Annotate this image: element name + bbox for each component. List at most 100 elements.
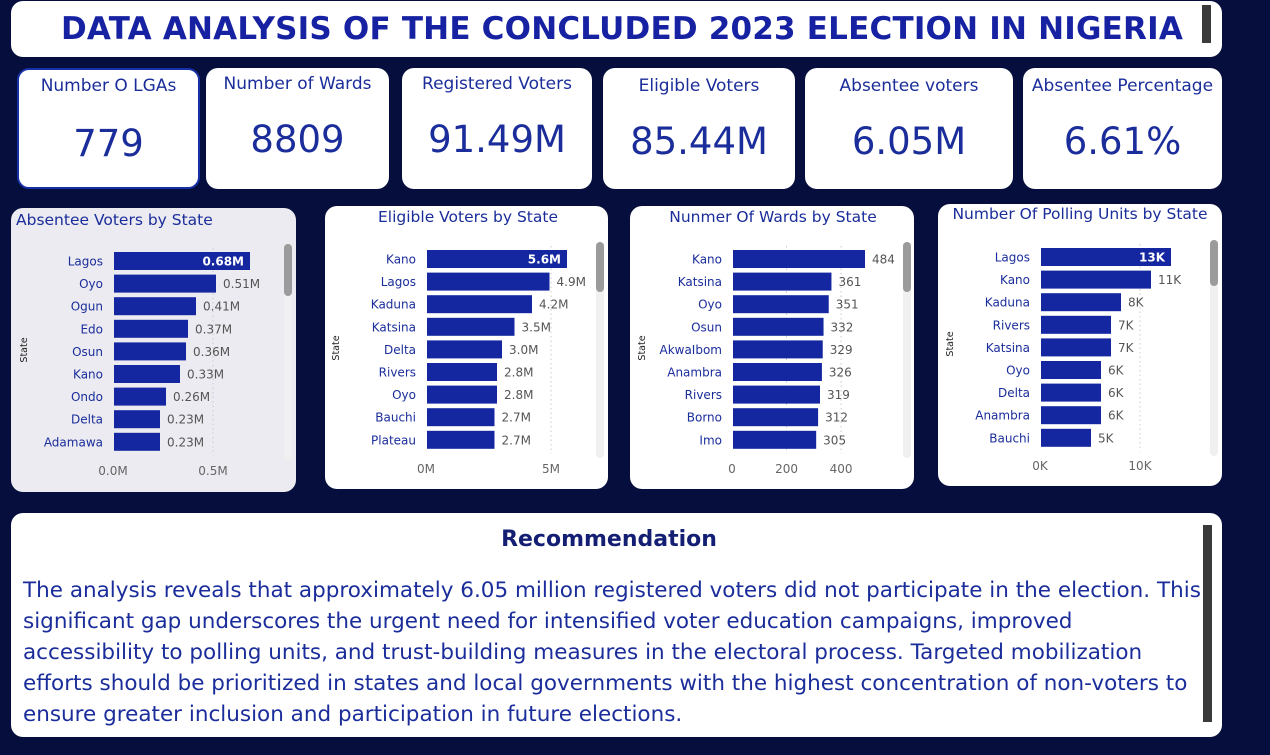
- bar: [114, 365, 180, 383]
- bar: [427, 340, 502, 359]
- kpi-label: Absentee voters: [839, 76, 979, 96]
- data-label: 6K: [1108, 409, 1125, 423]
- bar: [427, 408, 495, 427]
- page-title: DATA ANALYSIS OF THE CONCLUDED 2023 ELEC…: [60, 11, 1184, 47]
- kpi-card-eligible-voters[interactable]: Eligible Voters 85.44M: [603, 68, 795, 189]
- chart-scrollbar-thumb: [284, 244, 292, 296]
- bar: [733, 250, 865, 268]
- category-label: Osun: [72, 345, 103, 359]
- kpi-card-absentee-voters[interactable]: Absentee voters 6.05M: [805, 68, 1013, 189]
- category-label: Adamawa: [44, 435, 103, 449]
- x-tick-label: 0.0M: [98, 464, 127, 478]
- category-label: Kano: [386, 253, 416, 267]
- bar: [114, 432, 160, 451]
- category-label: Katsina: [372, 320, 416, 334]
- bar: [733, 363, 822, 381]
- kpi-value: 8809: [250, 118, 345, 161]
- data-label: 0.51M: [223, 277, 260, 291]
- chart-svg: Eligible Voters by State State Kano 5.6M Lag…: [331, 208, 604, 476]
- data-label: 5K: [1098, 431, 1115, 445]
- data-label: 6K: [1108, 386, 1125, 400]
- x-tick-label: 0: [728, 462, 736, 476]
- kpi-card-absentee-percentage[interactable]: Absentee Percentage 6.61%: [1023, 68, 1222, 189]
- kpi-card-registered-voters[interactable]: Registered Voters 91.49M: [402, 68, 592, 189]
- recommendation-text: The analysis reveals that approximately …: [23, 578, 1201, 727]
- bar: [733, 430, 817, 449]
- chart-wards-by-state[interactable]: Nunmer Of Wards by State State Kano 484 Kats…: [630, 206, 914, 489]
- category-label: Katsina: [678, 275, 722, 289]
- chart-title: Nunmer Of Wards by State: [669, 208, 877, 226]
- y-axis-label: State: [19, 337, 30, 362]
- bar: [1041, 248, 1171, 266]
- bar: [114, 387, 166, 406]
- x-tick-label: 10K: [1128, 459, 1152, 473]
- data-label: 0.33M: [187, 368, 224, 382]
- data-label: 0.23M: [167, 413, 204, 427]
- chart-polling-units-by-state[interactable]: Number Of Polling Units by State State Lag…: [938, 204, 1222, 486]
- kpi-card-lgas[interactable]: Number O LGAs 779: [17, 68, 200, 189]
- recommendation-scrollbar[interactable]: [1203, 525, 1212, 722]
- chart-title: Number Of Polling Units by State: [952, 205, 1207, 223]
- data-label: 3.0M: [509, 343, 538, 357]
- category-label: Anambra: [667, 366, 722, 380]
- data-label: 305: [823, 433, 846, 447]
- bar: [114, 319, 188, 338]
- kpi-value: 85.44M: [630, 120, 768, 163]
- chart-scrollbar-thumb: [903, 242, 911, 292]
- bar: [114, 274, 216, 293]
- bar: [1041, 270, 1151, 289]
- data-label: 361: [838, 275, 861, 289]
- category-label: Kano: [73, 368, 103, 382]
- category-label: Anambra: [975, 409, 1030, 423]
- bar: [114, 297, 196, 316]
- data-label: 13K: [1139, 251, 1166, 265]
- data-label: 4.9M: [557, 275, 586, 289]
- kpi-label: Absentee Percentage: [1031, 76, 1214, 96]
- y-axis-label: State: [945, 331, 956, 356]
- data-label: 7K: [1118, 318, 1135, 332]
- bar: [1041, 315, 1111, 334]
- category-label: Plateau: [371, 433, 416, 447]
- data-label: 0.36M: [193, 345, 230, 359]
- kpi-value: 779: [73, 122, 144, 165]
- data-label: 8K: [1128, 296, 1145, 310]
- chart-scrollbar-thumb: [596, 242, 604, 292]
- data-label: 332: [831, 320, 854, 334]
- category-label: Borno: [687, 411, 722, 425]
- chart-scrollbar-track: [903, 242, 911, 458]
- y-axis-label: State: [331, 335, 342, 360]
- category-label: Ogun: [71, 300, 103, 314]
- chart-scrollbar-track: [596, 242, 604, 458]
- title-card: DATA ANALYSIS OF THE CONCLUDED 2023 ELEC…: [11, 1, 1222, 57]
- kpi-card-wards[interactable]: Number of Wards 8809: [206, 68, 389, 189]
- category-label: Kaduna: [371, 298, 416, 312]
- category-label: Kaduna: [985, 296, 1030, 310]
- chart-scrollbar-track: [1210, 240, 1218, 456]
- category-label: Bauchi: [989, 431, 1030, 445]
- bar: [1041, 293, 1121, 312]
- y-axis-label: State: [637, 335, 648, 360]
- bar: [427, 363, 497, 381]
- x-tick-label: 200: [775, 462, 798, 476]
- data-label: 2.8M: [504, 366, 533, 380]
- chart-title: Eligible Voters by State: [378, 208, 558, 226]
- category-label: Delta: [998, 386, 1030, 400]
- x-tick-label: 400: [830, 462, 853, 476]
- x-tick-label: 0.5M: [198, 464, 227, 478]
- recommendation-card: Recommendation The analysis reveals that…: [11, 513, 1222, 737]
- category-label: Oyo: [698, 298, 722, 312]
- title-scrollbar[interactable]: [1202, 5, 1211, 43]
- category-label: Edo: [80, 322, 103, 336]
- kpi-label: Number O LGAs: [40, 76, 177, 96]
- data-label: 312: [825, 411, 848, 425]
- kpi-label: Number of Wards: [223, 74, 372, 94]
- chart-eligible-voters-by-state[interactable]: Eligible Voters by State State Kano 5.6M Lag…: [325, 206, 608, 489]
- data-label: 326: [829, 366, 852, 380]
- bar: [1041, 428, 1091, 447]
- bar: [733, 272, 832, 291]
- data-label: 319: [827, 388, 850, 402]
- chart-absentee-voters-by-state[interactable]: Absentee Voters by State State Lagos 0.68M O…: [11, 208, 296, 492]
- bar: [427, 295, 532, 314]
- x-tick-label: 0K: [1032, 459, 1049, 473]
- data-label: 2.7M: [502, 433, 531, 447]
